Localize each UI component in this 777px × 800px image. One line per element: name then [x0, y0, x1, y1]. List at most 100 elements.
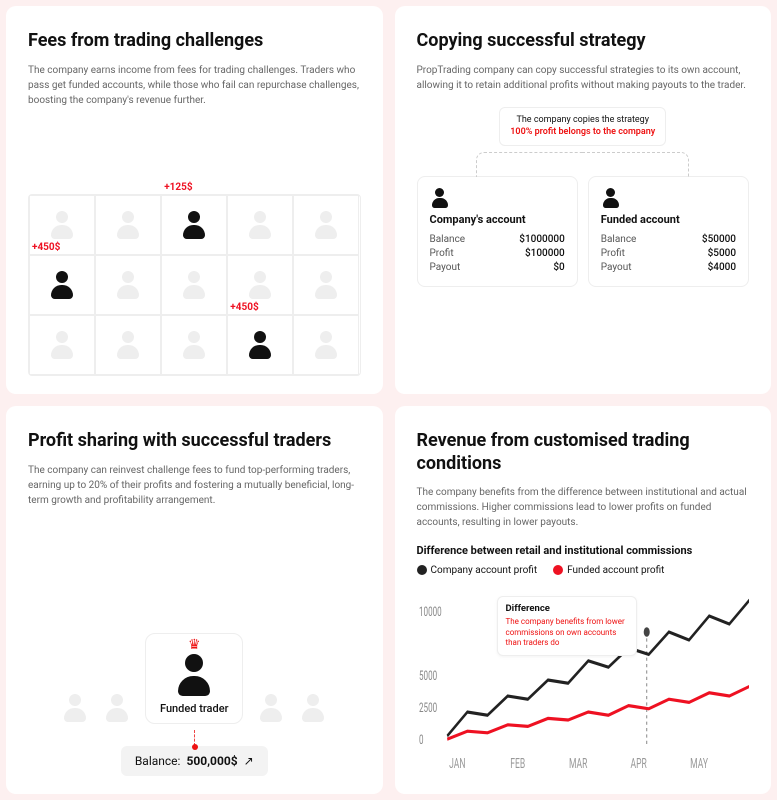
- user-icon: [312, 329, 340, 361]
- card-desc: The company earns income from fees for t…: [28, 63, 361, 108]
- balance-chip: Balance: 500,000$ ↗: [121, 746, 268, 776]
- legend-dot: [417, 565, 427, 575]
- balance-label: Balance:: [135, 754, 181, 768]
- row-value: $0: [553, 262, 564, 273]
- crown-icon: ♛: [188, 638, 201, 652]
- avatar-cell: [293, 315, 359, 375]
- row-value: $1000000: [519, 234, 564, 245]
- svg-text:5000: 5000: [419, 668, 437, 684]
- row-value: $5000: [708, 248, 736, 259]
- svg-text:MAR: MAR: [569, 755, 587, 772]
- chart-legend: Company account profit Funded account pro…: [417, 565, 750, 576]
- user-icon: [180, 269, 208, 301]
- user-icon: [174, 652, 214, 698]
- gain-label: +125$: [164, 182, 192, 193]
- card-title: Fees from trading challenges: [28, 30, 361, 53]
- banner-line1: The company copies the strategy: [510, 114, 655, 127]
- svg-text:2500: 2500: [419, 700, 437, 716]
- row-value: $4000: [708, 262, 736, 273]
- user-icon: [312, 269, 340, 301]
- user-icon: [180, 329, 208, 361]
- funded-label: Funded trader: [160, 702, 228, 715]
- row-value: $100000: [525, 248, 565, 259]
- svg-text:APR: APR: [630, 755, 646, 772]
- row-label: Balance: [601, 234, 637, 245]
- account-name: Funded account: [601, 213, 736, 226]
- tooltip-title: Difference: [506, 603, 628, 615]
- balance-value: 500,000$: [186, 754, 237, 768]
- account-card: Funded account Balance $50000 Profit $5000 Pa…: [588, 176, 749, 287]
- user-icon: [257, 692, 285, 724]
- row-label: Payout: [601, 262, 632, 273]
- user-icon: [246, 269, 274, 301]
- user-icon: [114, 329, 142, 361]
- row-label: Balance: [430, 234, 466, 245]
- card-desc: PropTrading company can copy successful …: [417, 63, 750, 93]
- avatar-cell: [95, 315, 161, 375]
- user-icon: [312, 209, 340, 241]
- row-label: Profit: [601, 248, 625, 259]
- avatar-cell: [29, 315, 95, 375]
- banner-line2: 100% profit belongs to the company: [510, 126, 655, 139]
- card-desc: The company can reinvest challenge fees …: [28, 463, 361, 508]
- user-icon: [114, 269, 142, 301]
- trader-row: ♛ Funded trader: [61, 633, 327, 724]
- user-icon: [48, 269, 76, 301]
- card-title: Revenue from customised trading conditio…: [417, 430, 750, 475]
- tooltip-body: The company benefits from lower commissi…: [506, 617, 628, 648]
- avatar-cell: [293, 255, 359, 315]
- card-revenue: Revenue from customised trading conditio…: [395, 406, 772, 794]
- card-desc: The company benefits from the difference…: [417, 485, 750, 530]
- svg-text:MAY: MAY: [690, 755, 708, 772]
- connector-line: [194, 730, 195, 746]
- user-icon: [601, 187, 736, 209]
- row-value: $50000: [702, 234, 736, 245]
- user-icon: [246, 209, 274, 241]
- user-icon: [299, 692, 327, 724]
- card-fees: Fees from trading challenges The company…: [6, 6, 383, 394]
- user-icon: [61, 692, 89, 724]
- avatar-cell: [95, 255, 161, 315]
- legend-item: Funded account profit: [553, 565, 664, 576]
- chart-tooltip: Difference The company benefits from low…: [497, 596, 637, 656]
- svg-text:0: 0: [419, 732, 424, 748]
- card-title: Copying successful strategy: [417, 30, 750, 53]
- legend-dot: [553, 565, 563, 575]
- user-icon: [48, 209, 76, 241]
- funded-trader-card: ♛ Funded trader: [145, 633, 243, 724]
- legend-item: Company account profit: [417, 565, 538, 576]
- card-profit: Profit sharing with successful traders T…: [6, 406, 383, 794]
- svg-text:FEB: FEB: [510, 755, 525, 772]
- fork-connector: [450, 152, 716, 176]
- card-copying: Copying successful strategy PropTrading …: [395, 6, 772, 394]
- user-icon: [114, 209, 142, 241]
- account-name: Company's account: [430, 213, 565, 226]
- user-icon: [180, 209, 208, 241]
- avatar-cell: [161, 255, 227, 315]
- gain-label: +450$: [230, 302, 258, 313]
- trend-up-icon: ↗: [244, 754, 254, 768]
- avatar-cell: [227, 195, 293, 255]
- row-label: Profit: [430, 248, 454, 259]
- svg-text:10000: 10000: [419, 604, 442, 620]
- avatar-cell: [161, 315, 227, 375]
- strategy-banner: The company copies the strategy 100% pro…: [499, 107, 666, 146]
- avatar-grid: +125$+450$+450$: [28, 194, 361, 376]
- user-icon: [430, 187, 565, 209]
- account-card: Company's account Balance $1000000 Profit $1…: [417, 176, 578, 287]
- avatar-cell: +450$: [227, 315, 293, 375]
- accounts-row: Company's account Balance $1000000 Profit $1…: [417, 176, 750, 287]
- user-icon: [246, 329, 274, 361]
- avatar-cell: [293, 195, 359, 255]
- avatar-cell: +450$: [29, 255, 95, 315]
- line-chart: Difference The company benefits from low…: [417, 584, 750, 776]
- user-icon: [48, 329, 76, 361]
- chart-title: Difference between retail and institutio…: [417, 544, 750, 557]
- avatar-cell: +125$: [161, 195, 227, 255]
- card-title: Profit sharing with successful traders: [28, 430, 361, 453]
- avatar-cell: [95, 195, 161, 255]
- row-label: Payout: [430, 262, 461, 273]
- user-icon: [103, 692, 131, 724]
- gain-label: +450$: [32, 242, 60, 253]
- svg-text:JAN: JAN: [449, 755, 465, 772]
